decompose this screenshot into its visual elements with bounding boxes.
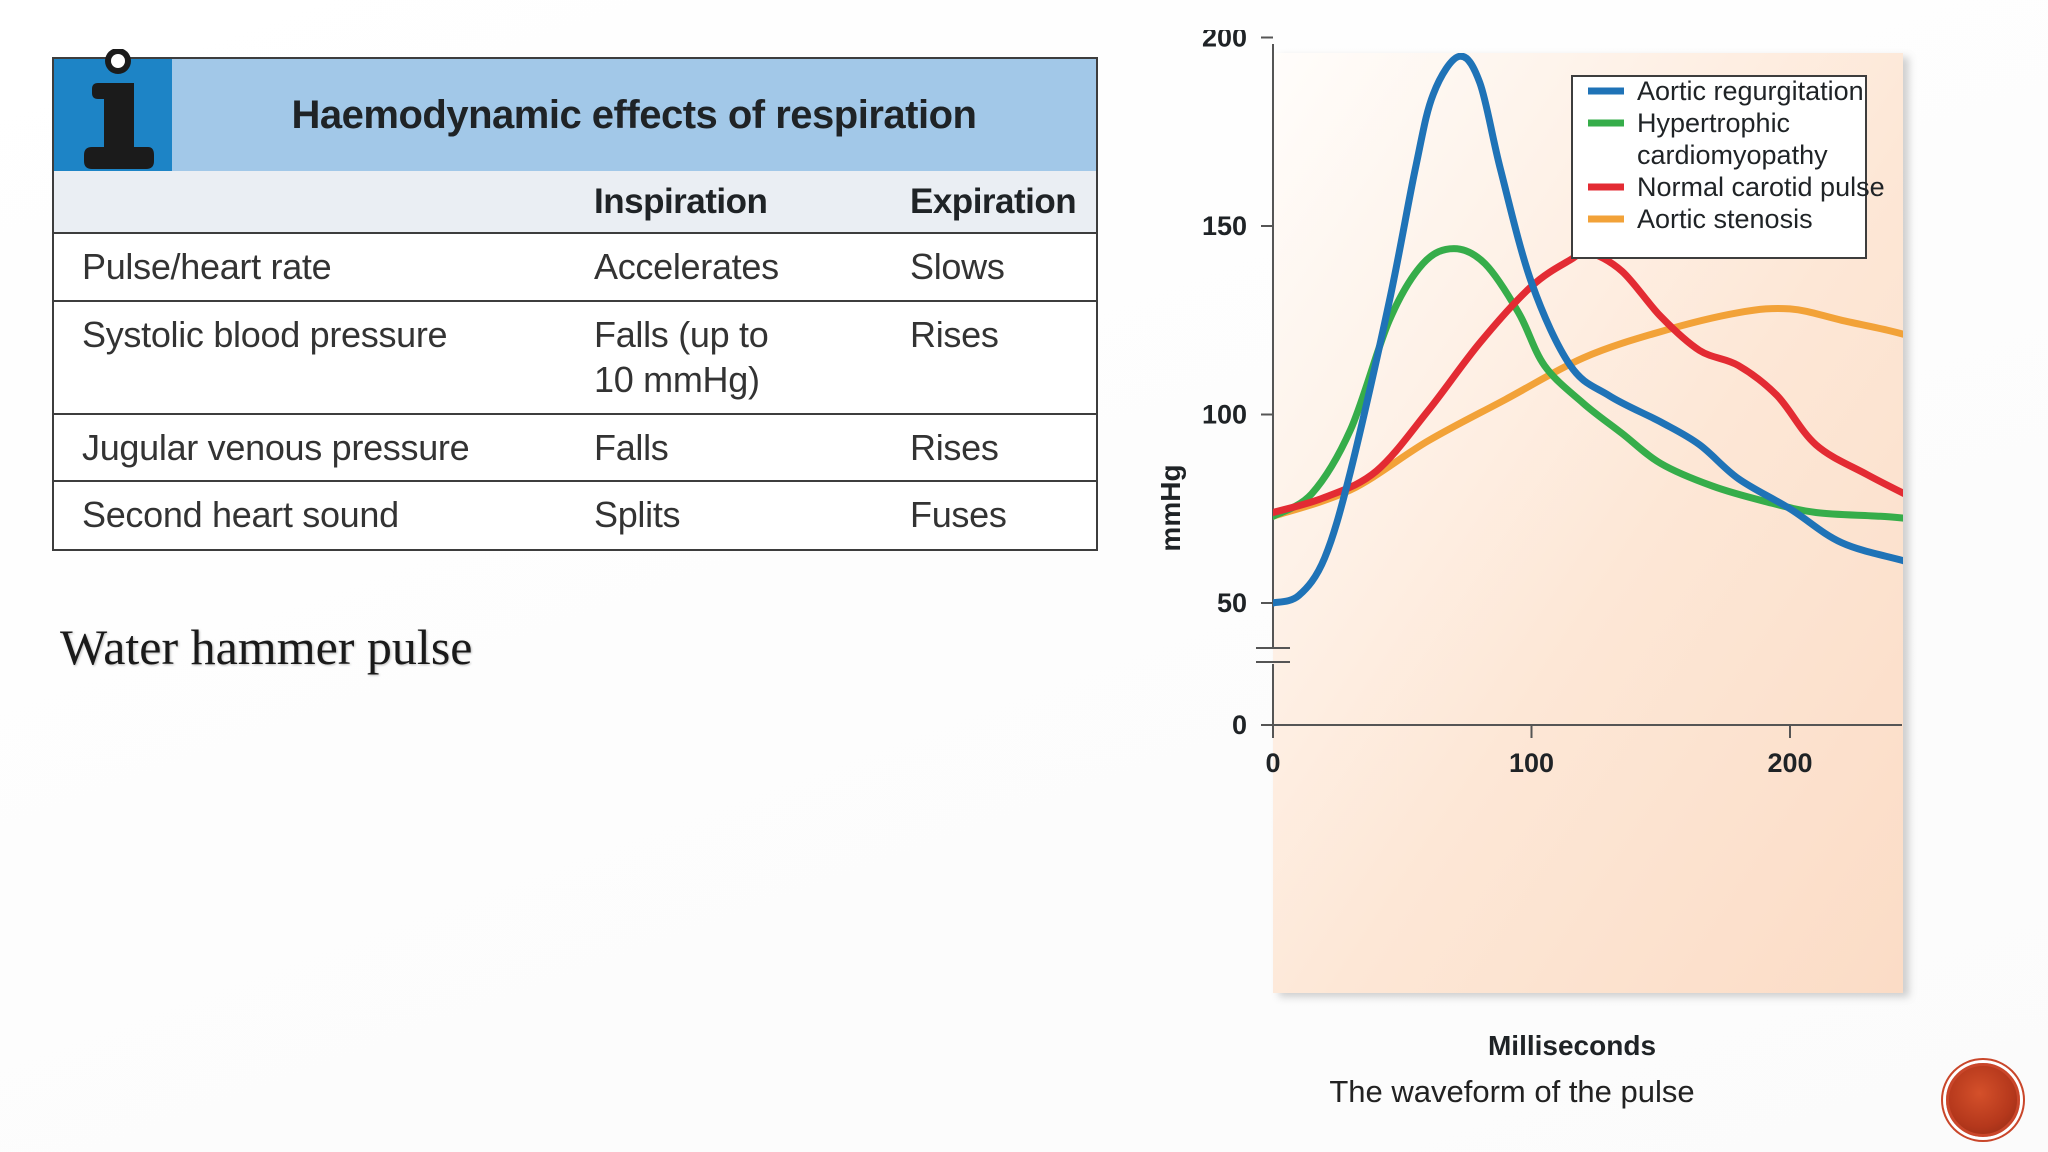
legend-label: Aortic regurgitation <box>1637 76 1864 106</box>
x-tick-label: 0 <box>1265 748 1280 778</box>
y-tick-label: 150 <box>1202 211 1247 241</box>
table-row: Second heart sound Splits Fuses <box>54 482 1096 549</box>
y-axis-title: mmHg <box>1155 464 1186 551</box>
column-header-inspiration: Inspiration <box>594 182 768 221</box>
table-header-bar: Haemodynamic effects of respiration <box>54 49 1096 171</box>
y-tick-label: 100 <box>1202 400 1247 430</box>
expiration-value: Slows <box>910 246 1005 287</box>
inspiration-value: Splits <box>594 494 681 535</box>
inspiration-value: Falls <box>594 427 669 468</box>
table-row: Jugular venous pressure Falls Rises <box>54 415 1096 482</box>
legend-label: Aortic stenosis <box>1637 204 1813 234</box>
axes: 0501001502000100200300400 <box>1202 30 1902 778</box>
slide-caption: Water hammer pulse <box>60 619 473 675</box>
y-tick-label: 200 <box>1202 30 1247 53</box>
info-icon <box>84 49 154 169</box>
x-axis-title: Milliseconds <box>1488 1030 1656 1061</box>
legend-label: Normal carotid pulse <box>1637 172 1885 202</box>
x-tick-label: 200 <box>1767 748 1812 778</box>
row-label: Second heart sound <box>82 494 399 535</box>
expiration-value: Fuses <box>910 494 1007 535</box>
series-line-aortic-regurgitation <box>1273 53 1903 607</box>
row-label: Jugular venous pressure <box>82 427 470 468</box>
table-row: Systolic blood pressure Falls (up to 10 … <box>54 302 1096 415</box>
inspiration-value: Falls (up to 10 mmHg) <box>594 314 769 400</box>
column-header-expiration: Expiration <box>910 182 1077 221</box>
respiration-effects-table: Haemodynamic effects of respiration Insp… <box>52 49 1098 551</box>
legend-label: Hypertrophic <box>1637 108 1790 138</box>
table-title: Haemodynamic effects of respiration <box>291 93 977 137</box>
legend-label: cardiomyopathy <box>1637 140 1828 170</box>
expiration-value: Rises <box>910 314 999 355</box>
slide-nav-badge[interactable] <box>1946 1063 2020 1137</box>
chart-caption: The waveform of the pulse <box>1329 1074 1694 1109</box>
column-header-row: Inspiration Expiration <box>54 171 1096 234</box>
row-label: Systolic blood pressure <box>82 314 448 355</box>
inspiration-value: Accelerates <box>594 246 779 287</box>
y-tick-label: 0 <box>1232 710 1247 740</box>
pulse-waveform-chart: 0501001502000100200300400 Aortic regurgi… <box>1155 30 1903 1109</box>
series-line-aortic-stenosis <box>1273 304 1903 520</box>
x-tick-label: 100 <box>1509 748 1554 778</box>
legend-box <box>1571 75 1867 259</box>
table-row: Pulse/heart rate Accelerates Slows <box>54 234 1096 302</box>
y-tick-label: 50 <box>1217 588 1247 618</box>
expiration-value: Rises <box>910 427 999 468</box>
chart-legend: Aortic regurgitationHypertrophiccardiomy… <box>1571 75 1885 259</box>
row-label: Pulse/heart rate <box>82 246 332 287</box>
